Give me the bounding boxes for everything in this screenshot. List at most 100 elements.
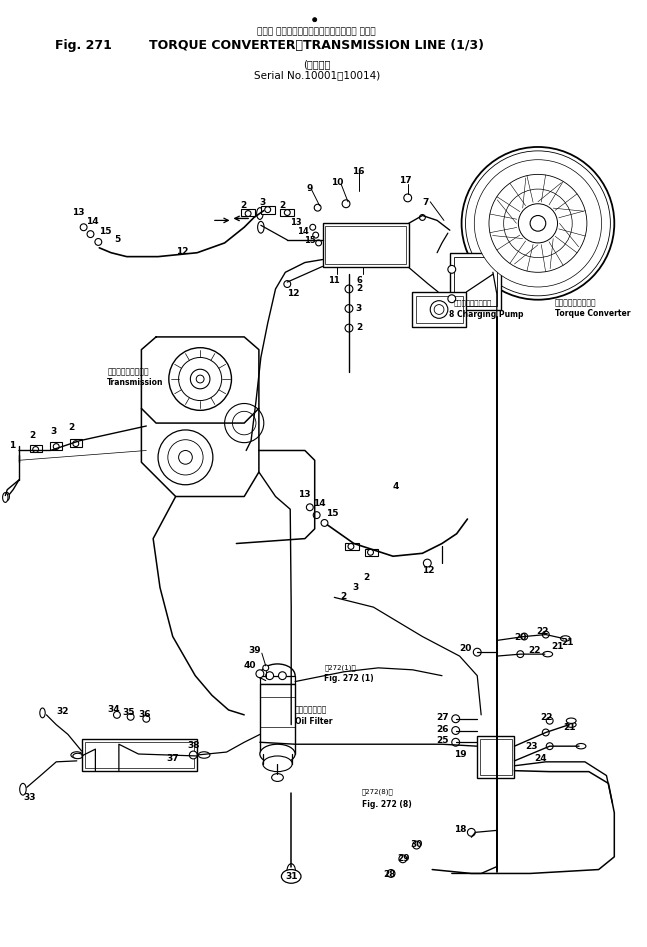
Text: 39: 39 xyxy=(248,646,261,655)
Bar xyxy=(415,295,463,323)
Ellipse shape xyxy=(71,752,83,759)
Circle shape xyxy=(196,375,204,383)
Ellipse shape xyxy=(40,708,45,718)
Circle shape xyxy=(73,440,79,447)
Circle shape xyxy=(452,726,459,735)
Text: 30: 30 xyxy=(411,840,423,849)
Circle shape xyxy=(342,200,350,207)
Circle shape xyxy=(517,651,523,657)
Circle shape xyxy=(434,305,444,314)
Circle shape xyxy=(232,411,256,435)
Circle shape xyxy=(190,751,197,759)
Text: 2: 2 xyxy=(356,323,362,332)
Circle shape xyxy=(53,443,59,450)
Circle shape xyxy=(503,189,572,258)
Circle shape xyxy=(530,216,546,231)
Circle shape xyxy=(310,224,316,230)
Text: 27: 27 xyxy=(436,713,449,722)
Circle shape xyxy=(169,348,232,410)
Circle shape xyxy=(461,147,614,299)
Circle shape xyxy=(80,223,87,231)
Circle shape xyxy=(313,511,320,519)
Text: 35: 35 xyxy=(123,708,135,717)
Circle shape xyxy=(316,240,322,246)
Text: 26: 26 xyxy=(436,724,448,734)
Circle shape xyxy=(474,160,602,287)
Text: 40: 40 xyxy=(243,661,256,670)
Text: 12: 12 xyxy=(287,289,300,298)
Text: 2: 2 xyxy=(364,573,370,581)
Circle shape xyxy=(313,232,318,238)
Circle shape xyxy=(542,631,549,638)
Bar xyxy=(260,676,295,684)
Text: 5: 5 xyxy=(114,235,120,244)
Circle shape xyxy=(266,671,274,680)
Text: チャージングポンプ: チャージングポンプ xyxy=(454,299,492,306)
Bar xyxy=(50,441,62,450)
Bar xyxy=(365,549,378,556)
Text: 24: 24 xyxy=(534,754,547,763)
Ellipse shape xyxy=(260,744,295,764)
Bar xyxy=(30,444,41,453)
Circle shape xyxy=(307,504,313,510)
Ellipse shape xyxy=(258,222,264,233)
Text: 33: 33 xyxy=(23,794,36,802)
Text: 20: 20 xyxy=(514,633,527,642)
Text: 6: 6 xyxy=(356,277,363,285)
Text: Fig. 271: Fig. 271 xyxy=(55,39,112,52)
Text: Fig. 272 (1): Fig. 272 (1) xyxy=(325,673,374,683)
Text: 12: 12 xyxy=(422,566,435,575)
Text: 20: 20 xyxy=(459,644,472,653)
Text: 17: 17 xyxy=(399,176,411,186)
Bar xyxy=(261,205,274,213)
Ellipse shape xyxy=(287,864,296,880)
Circle shape xyxy=(387,869,395,877)
Circle shape xyxy=(179,451,192,464)
Ellipse shape xyxy=(263,756,292,772)
Text: 10: 10 xyxy=(331,178,344,188)
Circle shape xyxy=(542,729,549,736)
Circle shape xyxy=(448,295,455,303)
Text: 22: 22 xyxy=(536,627,549,635)
Circle shape xyxy=(465,151,610,295)
Text: Serial No.10001～10014): Serial No.10001～10014) xyxy=(254,71,380,80)
Circle shape xyxy=(546,717,553,724)
Circle shape xyxy=(284,280,291,288)
Bar xyxy=(477,737,514,777)
Circle shape xyxy=(263,665,269,670)
Ellipse shape xyxy=(257,207,263,220)
Text: 2: 2 xyxy=(356,284,362,293)
Text: 3: 3 xyxy=(352,582,358,592)
Bar xyxy=(260,684,295,754)
Circle shape xyxy=(399,855,407,863)
Circle shape xyxy=(413,841,421,849)
Circle shape xyxy=(179,357,222,401)
Circle shape xyxy=(313,18,316,22)
Circle shape xyxy=(113,711,120,718)
Circle shape xyxy=(348,544,354,549)
Circle shape xyxy=(127,713,134,721)
Circle shape xyxy=(518,204,558,243)
Text: 2: 2 xyxy=(68,423,74,432)
Text: 18: 18 xyxy=(454,825,466,833)
Text: 21: 21 xyxy=(564,723,576,732)
Text: 3: 3 xyxy=(50,427,56,436)
Text: TORQUE CONVERTER・TRANSMISSION LINE (1/3): TORQUE CONVERTER・TRANSMISSION LINE (1/3) xyxy=(149,39,484,52)
Text: 23: 23 xyxy=(525,742,538,751)
Ellipse shape xyxy=(73,753,83,759)
Text: 15: 15 xyxy=(304,236,316,245)
Bar xyxy=(450,253,501,310)
Text: 21: 21 xyxy=(562,638,574,648)
Circle shape xyxy=(321,520,328,527)
Circle shape xyxy=(430,301,448,318)
Bar xyxy=(82,740,197,771)
Circle shape xyxy=(33,447,39,453)
Text: 2: 2 xyxy=(280,201,286,210)
Text: 2: 2 xyxy=(240,201,247,210)
Circle shape xyxy=(521,634,528,640)
Text: 13: 13 xyxy=(291,219,302,227)
Text: 3: 3 xyxy=(356,304,362,313)
Text: Torque Converter: Torque Converter xyxy=(554,309,630,317)
Circle shape xyxy=(314,205,321,211)
Text: 16: 16 xyxy=(352,167,364,175)
